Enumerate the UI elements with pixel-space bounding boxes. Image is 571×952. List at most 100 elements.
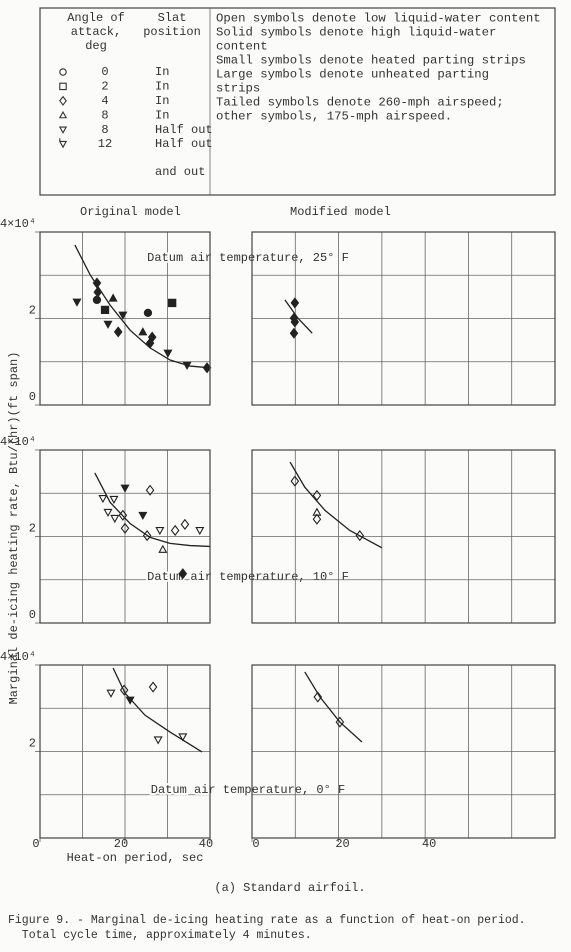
data-point — [195, 527, 205, 536]
panel-frame — [39, 664, 211, 839]
data-point — [163, 349, 173, 358]
legend-header: attack, — [71, 25, 121, 39]
fit-curve — [94, 472, 211, 548]
fit-curve — [304, 671, 363, 743]
data-point — [106, 689, 116, 698]
y-tick-label: 4×10⁴ — [0, 217, 36, 231]
data-point — [120, 484, 130, 493]
data-point — [312, 507, 322, 516]
fit-curve — [74, 244, 211, 369]
legend-angle: 2 — [101, 80, 108, 94]
y-axis-label: Marginal de-icing heating rate, Btu/(hr)… — [7, 352, 21, 705]
legend-slat: In — [155, 80, 169, 94]
legend-angle: 0 — [101, 65, 108, 79]
data-point — [108, 293, 118, 302]
y-tick-label: 4×10⁴ — [0, 650, 36, 664]
legend-note: Tailed symbols denote 260-mph airspeed; — [216, 95, 504, 109]
data-point — [93, 286, 103, 298]
data-point — [72, 298, 82, 307]
data-point — [143, 308, 153, 318]
legend-slat: In — [155, 65, 169, 79]
legend-symbol — [58, 110, 68, 119]
panel-frame — [251, 664, 556, 839]
x-tick-label: 20 — [335, 837, 349, 851]
legend-header: deg — [85, 39, 107, 53]
legend-angle: 4 — [101, 94, 108, 108]
x-tick-label: 20 — [114, 837, 128, 851]
data-point — [103, 320, 113, 329]
legend-slat: In — [155, 108, 169, 122]
panel-frame — [39, 231, 211, 406]
data-point — [178, 733, 188, 742]
legend-slat: Half out — [155, 123, 213, 137]
y-tick-label: 0 — [29, 390, 36, 404]
caption: Total cycle time, approximately 4 minute… — [8, 929, 312, 942]
data-point — [109, 495, 119, 505]
legend-slat: and out — [155, 165, 205, 179]
legend-angle: 12 — [98, 137, 112, 151]
legend-symbol — [58, 138, 68, 149]
y-tick-label: 0 — [29, 608, 36, 622]
data-point — [103, 508, 113, 518]
data-point — [92, 277, 102, 289]
legend-box — [39, 7, 556, 196]
y-tick-label: 4×10⁴ — [0, 435, 36, 449]
x-axis-label: Heat-on period, sec — [67, 851, 204, 865]
legend-header: Slat — [158, 11, 187, 25]
fit-curve — [289, 461, 383, 549]
data-point — [290, 316, 300, 328]
legend-note: Solid symbols denote high liquid-water — [216, 25, 496, 39]
data-point — [148, 681, 158, 693]
caption: Figure 9. - Marginal de-icing heating ra… — [8, 914, 526, 927]
data-point — [138, 327, 148, 336]
legend-note: strips — [216, 81, 260, 95]
data-point — [92, 295, 102, 305]
legend-symbol — [59, 95, 67, 106]
data-point — [110, 514, 120, 524]
x-tick-label: 0 — [252, 837, 259, 851]
legend-symbol — [59, 82, 67, 91]
fit-curve — [112, 667, 203, 753]
fit-curve — [284, 299, 313, 334]
data-point — [98, 495, 108, 504]
legend-note: other symbols, 175-mph airspeed. — [216, 109, 452, 123]
legend-slat: In — [155, 94, 169, 108]
data-point — [290, 297, 300, 309]
panel-frame — [251, 449, 556, 624]
data-point — [145, 484, 155, 496]
data-point — [147, 331, 157, 343]
data-point — [118, 311, 128, 320]
data-point — [289, 327, 299, 339]
y-tick-label: 2 — [29, 304, 36, 318]
data-point — [100, 305, 110, 314]
column-title: Original model — [80, 205, 181, 219]
legend-angle: 8 — [101, 123, 108, 137]
legend-note: Open symbols denote low liquid-water con… — [216, 11, 541, 25]
data-point — [312, 513, 322, 525]
legend-angle: 8 — [101, 108, 108, 122]
data-point — [113, 326, 123, 338]
legend-note: content — [216, 39, 268, 53]
y-tick-label: 2 — [29, 522, 36, 536]
data-point — [335, 716, 345, 728]
legend-note: Large symbols denote unheated parting — [216, 67, 489, 81]
x-tick-label: 0 — [32, 837, 39, 851]
data-point — [170, 524, 180, 537]
panel-frame — [251, 231, 556, 406]
x-tick-label: 40 — [422, 837, 436, 851]
data-point — [168, 298, 177, 308]
data-point — [155, 527, 165, 536]
data-point — [138, 511, 148, 521]
data-point — [290, 475, 300, 487]
data-point — [158, 544, 168, 553]
legend-slat: Half out — [155, 137, 213, 151]
annotation: Datum air temperature, 25° F — [147, 251, 349, 265]
x-tick-label: 40 — [199, 837, 213, 851]
annotation: Datum air temperature, 10° F — [147, 570, 349, 584]
column-title: Modified model — [290, 205, 391, 219]
legend-note: Small symbols denote heated parting stri… — [216, 53, 526, 67]
legend-symbol — [58, 126, 68, 134]
legend-header: Angle of — [67, 11, 125, 25]
y-tick-label: 2 — [29, 737, 36, 751]
